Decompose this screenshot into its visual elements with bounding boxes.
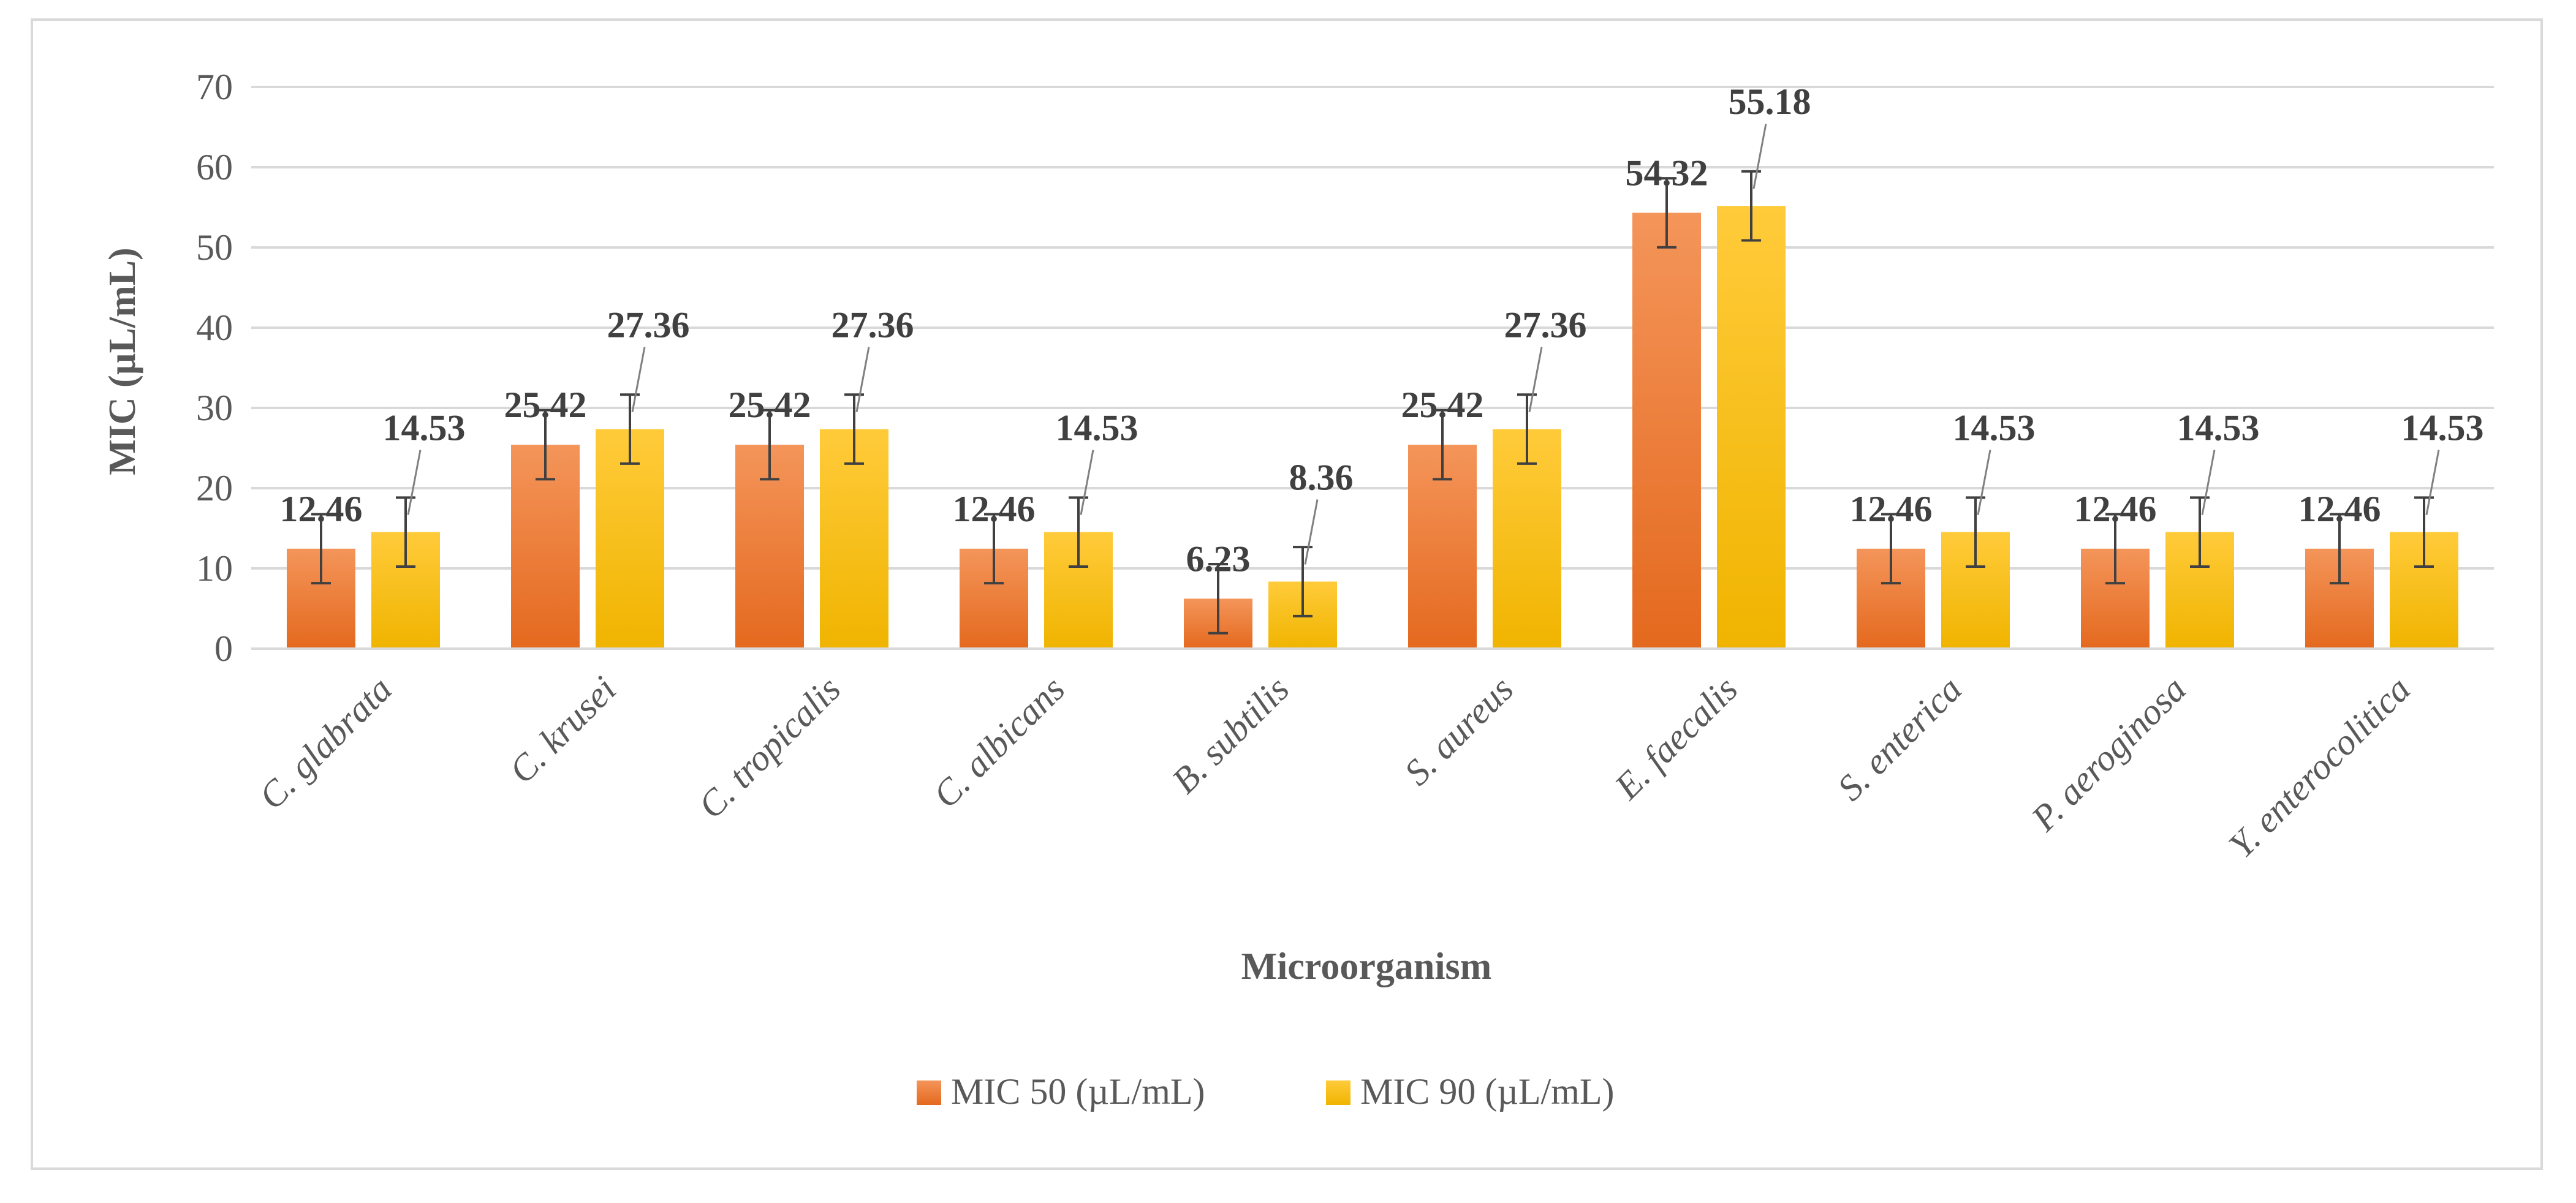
data-label: 14.53 <box>1056 408 1138 448</box>
label-leader-line <box>2425 450 2440 515</box>
y-tick-label: 60 <box>196 147 233 187</box>
data-label: 14.53 <box>383 408 466 448</box>
x-tick-label: C. tropicalis <box>691 669 848 826</box>
x-tick-label: C. glabrata <box>251 669 400 817</box>
bars <box>287 170 2458 649</box>
legend-swatch <box>917 1080 941 1105</box>
label-leader-line <box>1304 499 1319 565</box>
data-label: 14.53 <box>2401 408 2484 448</box>
data-label: 6.23 <box>1186 538 1251 579</box>
data-label: 54.32 <box>1626 153 1708 193</box>
gridlines <box>251 86 2494 650</box>
data-label: 8.36 <box>1289 457 1354 497</box>
label-leader-line <box>855 347 870 412</box>
data-label: 14.53 <box>2177 408 2260 448</box>
data-labels: 12.46 14.53 25.42 27.36 25.42 27.36 12.46 14.53… <box>280 81 2484 579</box>
x-tick-label: C. krusei <box>501 669 624 791</box>
bar-mic90 <box>1493 429 1561 649</box>
data-label: 27.36 <box>832 305 914 345</box>
data-label: 12.46 <box>2074 489 2157 529</box>
bar-mic90 <box>820 429 888 649</box>
label-leader-line <box>1977 450 1991 515</box>
data-label: 12.46 <box>953 489 1036 529</box>
data-label: 25.42 <box>1401 385 1484 425</box>
x-tick-label: Y. enterocolitica <box>2221 669 2419 866</box>
y-tick-label: 20 <box>196 468 233 508</box>
y-tick-label: 10 <box>196 548 233 589</box>
label-leader-line <box>407 450 422 515</box>
label-leader-line <box>631 347 646 412</box>
data-label: 27.36 <box>607 305 690 345</box>
legend-swatch <box>1326 1080 1351 1105</box>
x-tick-label: B. subtilis <box>1164 669 1297 801</box>
x-tick-label: S. enterica <box>1830 669 1969 809</box>
data-label: 14.53 <box>1953 408 2036 448</box>
label-leader-line <box>1752 123 1767 189</box>
x-tick-label: C. albicans <box>925 669 1072 816</box>
data-label: 12.46 <box>280 489 363 529</box>
legend-label: MIC 90 (µL/mL) <box>1360 1071 1615 1112</box>
label-leader-line <box>1528 347 1543 412</box>
data-label: 12.46 <box>1850 489 1933 529</box>
x-axis-title: Microorganism <box>1241 946 1492 987</box>
data-label: 55.18 <box>1729 81 1811 122</box>
bar-mic50 <box>1632 213 1701 649</box>
data-label: 25.42 <box>504 385 587 425</box>
label-leader-line <box>2201 450 2216 515</box>
y-tick-label: 50 <box>196 227 233 268</box>
x-tick-label: E. faecalis <box>1607 669 1745 807</box>
bar-mic90 <box>596 429 664 649</box>
y-tick-label: 30 <box>196 388 233 428</box>
y-tick-label: 40 <box>196 307 233 348</box>
data-label: 12.46 <box>2298 489 2381 529</box>
y-axis-title: MIC (µL/mL) <box>102 247 143 475</box>
y-tick-label: 70 <box>196 67 233 107</box>
x-tick-label: P. aeroginosa <box>2023 669 2194 839</box>
legend-label: MIC 50 (µL/mL) <box>951 1071 1205 1112</box>
y-tick-label: 0 <box>214 628 233 669</box>
x-tick-label: S. aureus <box>1396 669 1521 793</box>
data-label: 25.42 <box>729 385 811 425</box>
legend: MIC 50 (µL/mL) MIC 90 (µL/mL) <box>917 1071 1615 1112</box>
label-leader-line <box>1080 450 1094 515</box>
data-label: 27.36 <box>1504 305 1587 345</box>
bar-mic90 <box>1717 206 1786 649</box>
